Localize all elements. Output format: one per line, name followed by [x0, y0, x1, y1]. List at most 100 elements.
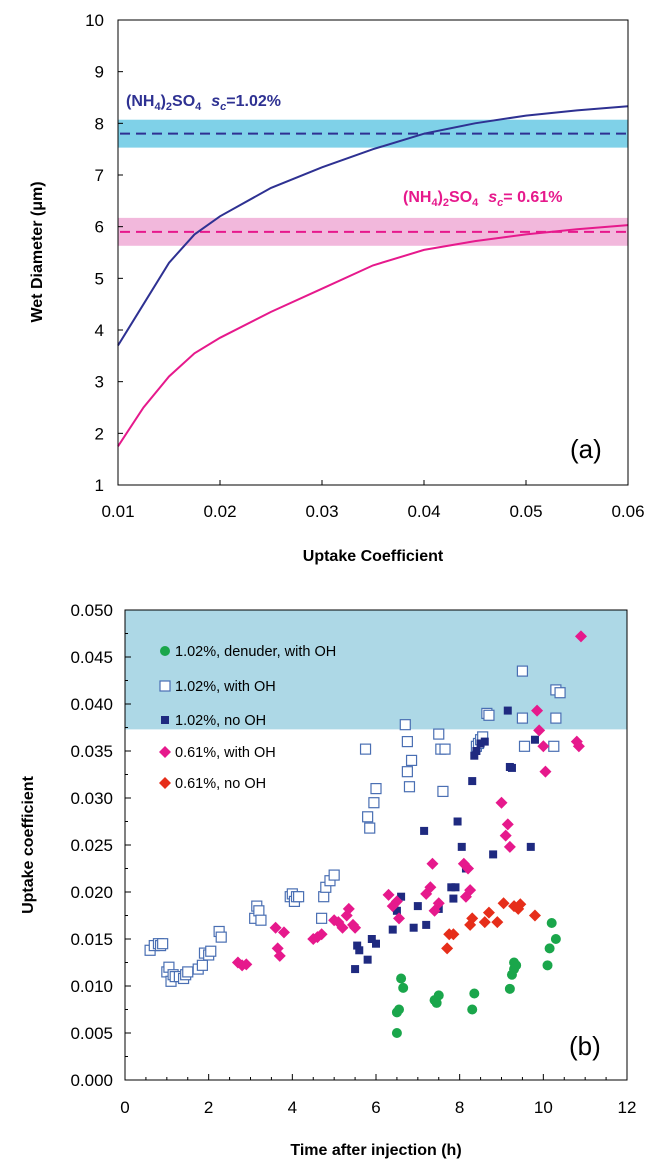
y-tick-label-b: 0.030: [70, 789, 113, 808]
data-point: [401, 766, 413, 778]
data-point: [315, 928, 328, 941]
data-point: [422, 920, 431, 929]
data-point: [483, 709, 495, 721]
annotation-navy: (NH4)2SO4 sc=1.02%: [126, 93, 281, 113]
data-point: [157, 938, 169, 950]
data-point: [293, 891, 305, 903]
data-point: [572, 740, 585, 753]
chart-a: 0.01 0.02 0.03 0.04 0.05 0.06 1 2 3 4 5 6 7 8 9 10 (NH4…: [29, 11, 645, 565]
legend-marker-no-oh-061: [159, 777, 171, 789]
data-point: [431, 997, 442, 1008]
data-point: [240, 958, 253, 971]
points-layer-b: [144, 630, 587, 1038]
curve-1: [117, 224, 629, 447]
data-point: [316, 912, 328, 924]
data-point: [467, 1004, 478, 1015]
data-point: [504, 983, 515, 994]
data-point: [273, 949, 286, 962]
data-point: [574, 630, 587, 643]
data-point: [470, 751, 479, 760]
data-point: [370, 782, 382, 795]
x-tick-label-a: 0.06: [611, 502, 644, 521]
data-point: [420, 826, 429, 835]
data-point: [363, 955, 372, 964]
data-point: [328, 869, 340, 881]
data-point: [530, 735, 539, 744]
plot-frame-a: [117, 19, 629, 486]
data-point: [482, 906, 495, 919]
y-tick-label-a: 3: [95, 373, 104, 392]
series-3: [231, 630, 587, 972]
legend-label-no-oh-061: 0.61%, no OH: [175, 776, 266, 792]
data-point: [546, 918, 557, 929]
data-point: [403, 781, 416, 793]
legend-item-no-oh-102: 1.02%, no OH: [161, 713, 266, 729]
y-tick-label-a: 9: [95, 63, 104, 82]
data-point: [253, 905, 265, 917]
data-point: [413, 902, 422, 911]
data-point: [255, 914, 267, 926]
data-point: [476, 739, 485, 748]
x-tick-label-b: 8: [455, 1098, 464, 1117]
data-point: [355, 946, 364, 955]
data-point: [409, 923, 418, 932]
ticks-a: 0.01 0.02 0.03 0.04 0.05 0.06 1 2 3 4 5 6 7 8 9 10: [85, 11, 644, 521]
data-point: [215, 931, 227, 943]
data-point: [480, 737, 489, 746]
x-axis-label-a: Uptake Coefficient: [303, 548, 444, 565]
x-tick-label-b: 2: [204, 1098, 213, 1117]
data-point: [478, 916, 491, 929]
data-point: [548, 740, 560, 752]
data-point: [405, 754, 418, 767]
series-0: [391, 918, 561, 1038]
data-point: [531, 704, 544, 717]
data-point: [390, 895, 403, 908]
data-point: [393, 912, 406, 925]
data-point: [182, 966, 194, 978]
y-tick-label-b: 0.020: [70, 883, 113, 902]
data-point: [528, 909, 541, 922]
data-point: [469, 988, 480, 999]
legend-b: 1.02%, denuder, with OH 1.02%, with OH 1…: [159, 644, 336, 792]
legend-label-denuder: 1.02%, denuder, with OH: [175, 644, 336, 660]
data-point: [501, 818, 514, 831]
data-point: [516, 712, 529, 724]
data-point: [396, 973, 407, 984]
data-point: [554, 687, 566, 699]
data-point: [277, 926, 290, 939]
data-point: [351, 965, 360, 974]
y-tick-label-b: 0.005: [70, 1024, 113, 1043]
y-tick-label-b: 0.040: [70, 695, 113, 714]
ticks-b: 0 2 4 6 8 10 12 0.000 0.005 0.010 0.015 0.020 0.025 0…: [70, 601, 636, 1117]
data-point: [537, 740, 550, 753]
chart-b: 0 2 4 6 8 10 12 0.000 0.005 0.010 0.015 0.020 0.025 0…: [20, 601, 636, 1159]
y-tick-label-b: 0.050: [70, 601, 113, 620]
data-point: [550, 934, 561, 944]
data-point: [362, 811, 374, 823]
data-point: [398, 982, 409, 993]
legend-label-with-oh-061: 0.61%, with OH: [175, 745, 276, 761]
data-point: [368, 797, 380, 809]
data-point: [503, 840, 516, 853]
data-point: [392, 906, 401, 915]
x-tick-label-b: 10: [534, 1098, 553, 1117]
data-point: [491, 916, 504, 929]
data-point: [462, 862, 475, 875]
data-point: [489, 850, 498, 859]
curve-0: [117, 105, 629, 347]
legend-item-with-oh-102: 1.02%, with OH: [159, 679, 276, 695]
data-point: [433, 728, 445, 740]
y-tick-label-b: 0.000: [70, 1071, 113, 1090]
y-tick-label-b: 0.015: [70, 930, 113, 949]
x-tick-label-a: 0.05: [509, 502, 542, 521]
data-point: [372, 939, 380, 948]
panel-label-b: (b): [569, 1031, 601, 1061]
data-point: [539, 765, 552, 778]
x-tick-label-b: 12: [618, 1098, 637, 1117]
y-tick-label-a: 10: [85, 11, 104, 30]
y-tick-label-a: 8: [95, 114, 104, 133]
y-axis-label-a: Wet Diameter (μm): [29, 181, 46, 322]
data-point: [441, 942, 454, 955]
data-point: [466, 912, 479, 925]
y-tick-label-a: 1: [95, 476, 104, 495]
